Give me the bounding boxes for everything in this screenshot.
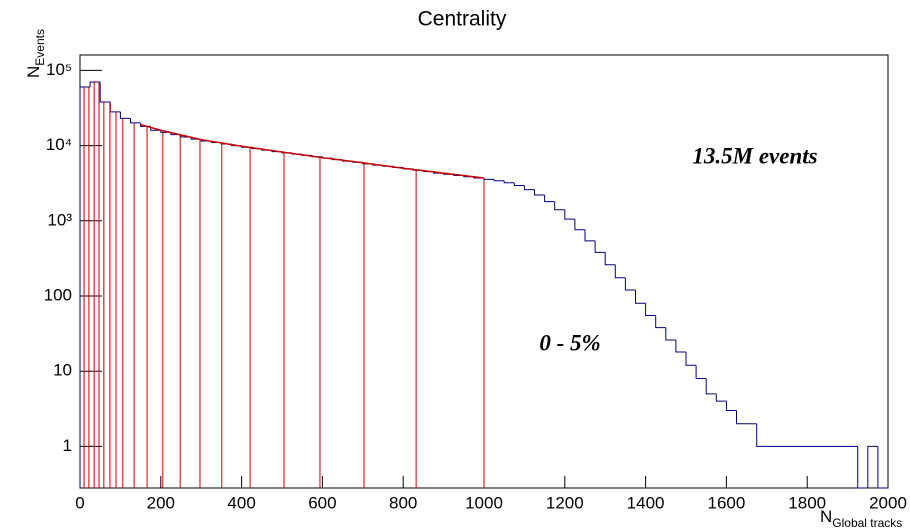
histogram-bin <box>624 277 636 291</box>
histogram-bin <box>635 290 646 304</box>
histogram-bin <box>685 352 697 366</box>
histogram-bin <box>857 446 868 489</box>
x-tick-label: 1800 <box>788 493 826 512</box>
histogram-bin <box>523 185 535 191</box>
histogram-bin <box>705 378 717 395</box>
x-tick-label: 600 <box>308 493 336 512</box>
histogram-bin <box>867 445 878 488</box>
y-tick-label: 10⁴ <box>46 135 72 154</box>
x-tick-label: 1600 <box>707 493 745 512</box>
fit-curve <box>140 123 485 179</box>
histogram-bin <box>483 178 495 180</box>
x-tick-label: 1200 <box>546 493 584 512</box>
x-tick-label: 1000 <box>465 493 503 512</box>
y-axis-label: NEvents <box>24 29 47 78</box>
y-tick-label: 10⁵ <box>46 60 72 79</box>
x-tick-label: 0 <box>75 493 84 512</box>
histogram-bin <box>695 365 707 379</box>
histogram-bin <box>544 195 555 203</box>
histogram-bin <box>614 264 626 279</box>
y-label-sub: Events <box>33 29 47 66</box>
x-tick-label: 800 <box>389 493 417 512</box>
histogram-bin <box>715 393 727 402</box>
histogram-bin <box>756 423 767 447</box>
x-tick-label: 400 <box>227 493 255 512</box>
x-tick-label: 2000 <box>869 493 907 512</box>
histogram-bin <box>89 81 101 88</box>
histogram-bin <box>665 327 676 341</box>
x-label-main: N <box>820 507 832 526</box>
y-tick-label: 10 <box>53 361 72 380</box>
histogram-bin <box>655 315 666 329</box>
histogram-bin <box>79 86 91 488</box>
annotation: 13.5M events <box>692 143 817 168</box>
x-tick-label: 1400 <box>627 493 665 512</box>
histogram-bin <box>877 446 888 489</box>
histogram-bin <box>675 339 686 353</box>
y-label-main: N <box>24 66 43 78</box>
histogram-bin <box>564 209 575 220</box>
histogram-bin <box>534 189 545 196</box>
histogram-bin <box>130 118 141 124</box>
histogram-bin <box>645 303 656 317</box>
annotation: 0 - 5% <box>539 330 600 355</box>
histogram-bin <box>725 401 737 412</box>
y-tick-label: 100 <box>44 285 72 304</box>
histogram-bin <box>594 240 606 253</box>
histogram-bin <box>604 252 616 266</box>
y-tick-label: 1 <box>63 436 72 455</box>
histogram-bin <box>513 182 525 186</box>
chart-title: Centrality <box>418 8 507 31</box>
histogram-bin <box>109 101 121 113</box>
x-axis-label: NGlobal tracks <box>820 507 902 530</box>
histogram-bin <box>574 219 585 231</box>
x-label-sub: Global tracks <box>832 516 902 530</box>
histogram-bin <box>493 179 505 182</box>
histogram-bin <box>119 111 131 119</box>
y-tick-label: 10³ <box>47 210 72 229</box>
histogram-bin <box>584 229 596 242</box>
histogram-bin <box>503 180 515 184</box>
histogram-bin <box>99 82 111 103</box>
histogram-bin <box>736 410 747 425</box>
histogram-bin <box>554 201 565 211</box>
x-tick-label: 200 <box>147 493 175 512</box>
